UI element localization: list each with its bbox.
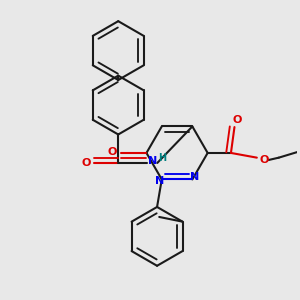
- Text: N: N: [148, 156, 157, 166]
- Text: O: O: [108, 147, 117, 157]
- Text: O: O: [259, 155, 268, 165]
- Text: N: N: [155, 176, 164, 186]
- Text: O: O: [82, 158, 91, 168]
- Text: O: O: [232, 115, 242, 125]
- Text: N: N: [190, 172, 199, 182]
- Text: H: H: [158, 153, 166, 163]
